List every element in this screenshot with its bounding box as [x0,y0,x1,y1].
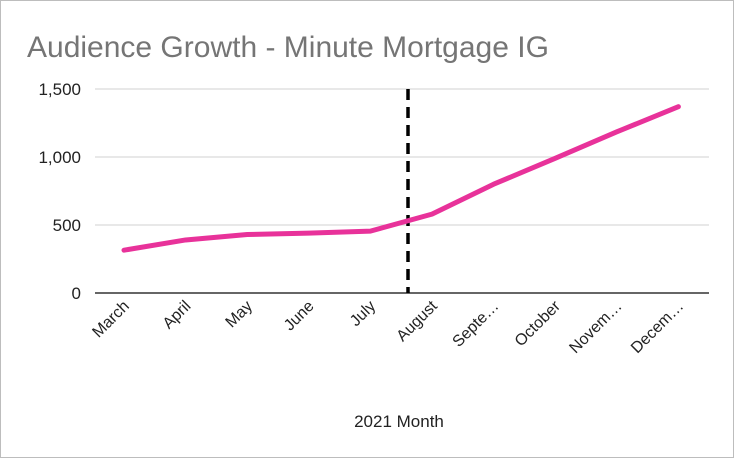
x-tick-label: Septe… [450,298,503,351]
x-tick-label: Decem… [628,298,687,357]
y-tick-label: 0 [72,284,81,303]
series-line [121,104,681,253]
x-tick-label: March [89,298,132,341]
x-tick-label: June [281,298,318,335]
gridlines [95,88,709,226]
y-tick-label: 1,000 [38,148,81,167]
x-axis-label: 2021 Month [354,412,444,431]
x-tick-label: May [223,298,256,331]
x-axis-ticks: March April May June July August Septe… October… [89,297,687,357]
x-tick-label: August [394,297,442,345]
y-tick-label: 500 [53,216,81,235]
y-axis-ticks: 0 500 1,000 1,500 [38,80,81,303]
x-tick-label: April [160,298,195,333]
y-tick-label: 1,500 [38,80,81,99]
x-tick-label: Novem… [566,298,625,357]
x-tick-label: October [512,297,565,350]
chart-title: Audience Growth - Minute Mortgage IG [27,31,549,64]
x-tick-label: July [347,298,379,330]
